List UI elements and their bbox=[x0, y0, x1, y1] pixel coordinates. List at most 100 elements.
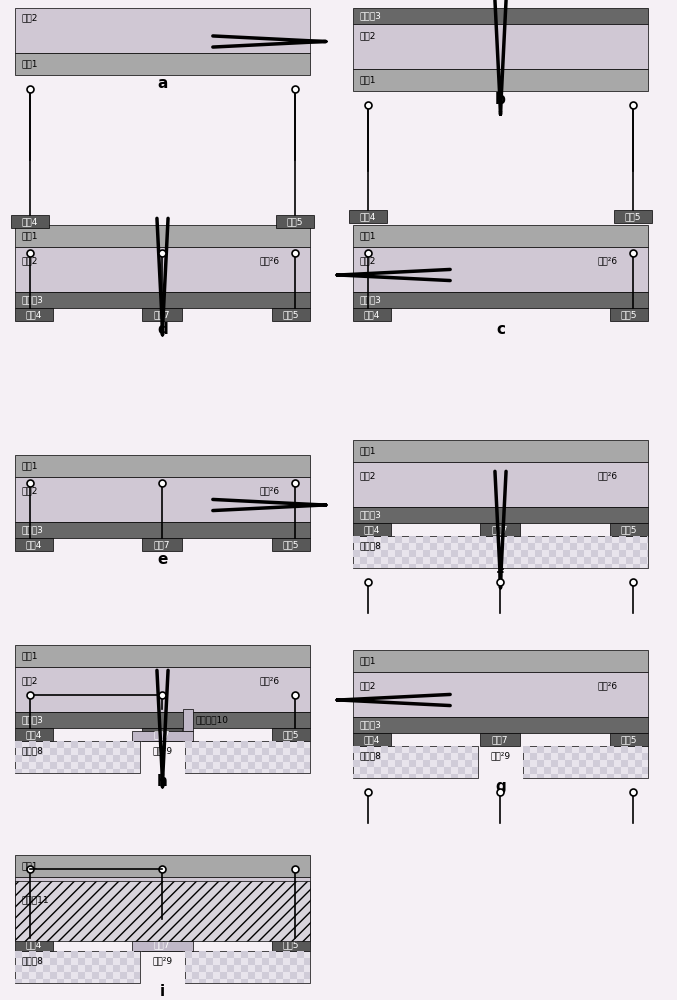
Bar bbox=[537, 774, 544, 778]
Bar bbox=[551, 774, 558, 778]
Bar bbox=[134, 748, 140, 755]
Bar bbox=[15, 881, 310, 941]
Bar bbox=[605, 564, 612, 568]
Bar bbox=[29, 769, 36, 773]
Bar bbox=[607, 746, 614, 753]
Bar bbox=[57, 951, 64, 958]
Text: 漏来5: 漏来5 bbox=[283, 540, 299, 549]
Bar bbox=[15, 965, 22, 972]
Bar bbox=[486, 543, 493, 550]
Bar bbox=[621, 774, 628, 778]
Bar bbox=[213, 741, 220, 748]
Bar bbox=[185, 741, 192, 748]
Bar bbox=[563, 536, 570, 543]
Text: 漏来5: 漏来5 bbox=[621, 310, 637, 319]
Bar bbox=[134, 972, 140, 979]
Bar bbox=[99, 951, 106, 958]
Bar bbox=[43, 951, 50, 958]
Bar bbox=[192, 762, 199, 769]
Bar bbox=[598, 557, 605, 564]
Text: 栎来7: 栎来7 bbox=[154, 310, 170, 319]
Bar bbox=[558, 753, 565, 760]
Bar bbox=[593, 760, 600, 767]
Bar bbox=[255, 741, 262, 748]
Text: 栎来7: 栎来7 bbox=[154, 730, 170, 739]
Bar bbox=[113, 951, 120, 958]
Bar bbox=[241, 741, 248, 748]
Bar bbox=[360, 543, 367, 550]
Bar bbox=[565, 760, 572, 767]
Text: 村底1: 村底1 bbox=[21, 462, 37, 471]
Bar bbox=[458, 767, 465, 774]
Bar bbox=[234, 748, 241, 755]
Bar bbox=[290, 762, 297, 769]
Text: 凹槽²9: 凹槽²9 bbox=[152, 956, 173, 966]
Bar bbox=[43, 965, 50, 972]
Bar bbox=[591, 564, 598, 568]
Bar bbox=[85, 979, 92, 983]
Bar bbox=[584, 557, 591, 564]
Bar bbox=[367, 774, 374, 778]
Text: 漏来5: 漏来5 bbox=[283, 940, 299, 949]
Bar bbox=[269, 979, 276, 983]
Bar bbox=[15, 951, 140, 983]
Bar bbox=[206, 748, 213, 755]
Bar bbox=[283, 755, 290, 762]
Bar bbox=[50, 958, 57, 965]
Bar bbox=[374, 753, 381, 760]
Bar bbox=[15, 728, 53, 741]
Bar bbox=[199, 755, 206, 762]
Bar bbox=[626, 557, 633, 564]
Bar bbox=[605, 536, 612, 543]
Bar bbox=[120, 748, 127, 755]
Bar bbox=[185, 951, 192, 958]
Bar bbox=[619, 536, 626, 543]
Bar bbox=[451, 550, 458, 557]
Bar bbox=[381, 550, 388, 557]
Bar bbox=[15, 645, 310, 667]
Bar bbox=[507, 564, 514, 568]
Bar bbox=[600, 767, 607, 774]
Bar bbox=[206, 958, 213, 965]
Bar bbox=[493, 564, 500, 568]
Bar bbox=[395, 536, 402, 543]
Bar bbox=[255, 769, 262, 773]
Bar bbox=[36, 748, 43, 755]
Text: 过溈2: 过溈2 bbox=[21, 256, 37, 265]
Bar bbox=[563, 550, 570, 557]
Bar bbox=[227, 965, 234, 972]
Bar bbox=[255, 965, 262, 972]
Text: 漏来5: 漏来5 bbox=[625, 212, 641, 221]
Bar bbox=[227, 951, 234, 958]
Bar bbox=[241, 769, 248, 773]
Bar bbox=[535, 550, 542, 557]
Bar bbox=[132, 941, 193, 951]
Bar bbox=[479, 564, 486, 568]
Bar bbox=[353, 746, 478, 778]
Bar bbox=[635, 760, 642, 767]
Bar bbox=[297, 951, 304, 958]
Bar bbox=[57, 769, 64, 773]
Bar bbox=[71, 741, 78, 748]
Bar bbox=[15, 522, 310, 538]
Bar bbox=[11, 215, 49, 228]
Bar bbox=[621, 746, 628, 753]
Bar bbox=[409, 536, 416, 543]
Text: 势金匶3: 势金匶3 bbox=[359, 11, 381, 20]
Bar bbox=[593, 746, 600, 753]
Bar bbox=[388, 543, 395, 550]
Bar bbox=[99, 979, 106, 983]
Bar bbox=[353, 440, 648, 462]
Bar bbox=[381, 536, 388, 543]
Bar bbox=[416, 557, 423, 564]
Bar bbox=[64, 958, 71, 965]
Bar bbox=[642, 753, 648, 760]
Bar bbox=[626, 543, 633, 550]
Bar bbox=[185, 741, 310, 773]
Bar bbox=[272, 308, 310, 321]
Bar bbox=[647, 550, 648, 557]
Bar bbox=[423, 564, 430, 568]
Bar bbox=[402, 767, 409, 774]
Bar bbox=[353, 24, 648, 69]
Bar bbox=[619, 550, 626, 557]
